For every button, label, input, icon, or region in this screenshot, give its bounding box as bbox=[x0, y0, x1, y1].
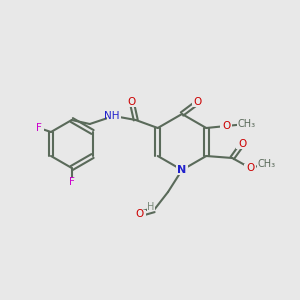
FancyBboxPatch shape bbox=[107, 110, 121, 122]
Text: O: O bbox=[194, 97, 202, 107]
FancyBboxPatch shape bbox=[192, 98, 204, 106]
FancyBboxPatch shape bbox=[67, 178, 77, 187]
Text: CH₃: CH₃ bbox=[237, 119, 255, 129]
FancyBboxPatch shape bbox=[126, 98, 138, 106]
Text: CH₃: CH₃ bbox=[257, 159, 275, 169]
FancyBboxPatch shape bbox=[257, 160, 275, 169]
FancyBboxPatch shape bbox=[34, 124, 44, 133]
FancyBboxPatch shape bbox=[176, 165, 188, 175]
FancyBboxPatch shape bbox=[237, 119, 255, 128]
Text: F: F bbox=[36, 123, 42, 133]
Text: N: N bbox=[177, 165, 187, 175]
Text: O: O bbox=[222, 121, 230, 131]
Text: O: O bbox=[238, 139, 246, 149]
FancyBboxPatch shape bbox=[236, 140, 248, 148]
Text: F: F bbox=[69, 177, 75, 187]
Text: NH: NH bbox=[104, 111, 119, 121]
Text: H: H bbox=[147, 202, 155, 212]
FancyBboxPatch shape bbox=[147, 203, 155, 211]
FancyBboxPatch shape bbox=[220, 122, 232, 130]
Text: O: O bbox=[136, 209, 144, 219]
FancyBboxPatch shape bbox=[134, 209, 146, 218]
Text: O: O bbox=[128, 97, 136, 107]
Text: O: O bbox=[246, 163, 254, 173]
FancyBboxPatch shape bbox=[244, 164, 256, 172]
